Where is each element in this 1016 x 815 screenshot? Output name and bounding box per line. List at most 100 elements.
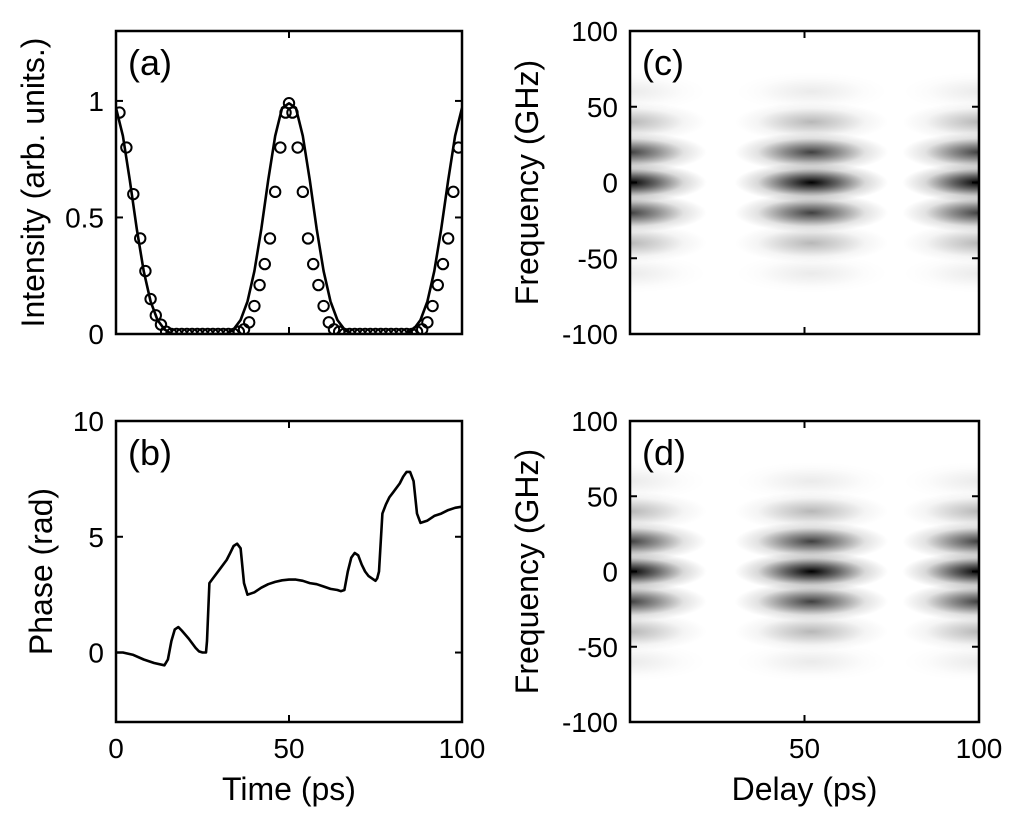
panel-label: (d): [642, 432, 686, 473]
y-tick-label: -50: [578, 632, 618, 663]
x-tick-label: 50: [789, 733, 820, 764]
y-axis-label: Intensity (arb. units.): [15, 38, 51, 328]
data-point: [296, 185, 310, 199]
heatmap-cell: [630, 102, 707, 142]
y-tick-label: 0: [602, 557, 618, 588]
data-point: [307, 257, 320, 271]
heatmap-cell: [734, 491, 889, 531]
heatmap-cell: [630, 491, 707, 531]
y-axis-label: Frequency (GHz): [509, 60, 545, 305]
data-point: [426, 299, 439, 313]
heatmap-cell: [902, 461, 979, 501]
heatmap-cell: [630, 223, 707, 263]
panel-a: 0 0.5 1 (a) Intensity (arb. units.): [15, 29, 464, 350]
y-tick-label: 0: [602, 168, 618, 199]
data-point: [248, 299, 261, 313]
heatmap: [630, 421, 979, 722]
heatmap-cell: [902, 551, 979, 592]
data-point: [120, 141, 133, 154]
y-axis-label: Phase (rad): [23, 488, 59, 655]
heatmap-cell: [734, 642, 889, 682]
data-point: [447, 185, 460, 199]
heatmap-cell: [630, 71, 707, 112]
data-point: [258, 257, 271, 271]
heatmap-cell: [902, 612, 979, 652]
data-point: [268, 185, 282, 199]
panel-label: (c): [642, 42, 684, 83]
heatmap-cell: [630, 253, 707, 294]
data-point: [116, 106, 126, 119]
heatmap-cell: [734, 521, 889, 561]
panel-c: -100 -50 0 50 100 (c) Frequency (GHz): [509, 16, 981, 350]
heatmap-cell: [902, 102, 979, 142]
y-tick-label: 100: [571, 16, 618, 47]
data-point: [421, 316, 434, 329]
y-tick-label: 0.5: [65, 202, 104, 233]
heatmap-cell: [902, 223, 979, 263]
heatmap-cell: [734, 102, 889, 142]
data-point: [441, 232, 455, 245]
data-point: [243, 316, 256, 329]
heatmap-cell: [630, 162, 707, 203]
panel-d: 50 100 -100 -50 0 50 100 (d) Frequency (GHz) Dela…: [509, 406, 1002, 807]
y-tick-label: -100: [562, 319, 618, 350]
x-tick-label: 50: [273, 733, 304, 764]
panel-label: (b): [128, 432, 172, 473]
x-tick-label: 0: [108, 733, 124, 764]
data-point: [312, 278, 325, 292]
heatmap-cell: [734, 71, 889, 112]
heatmap-cell: [630, 193, 707, 233]
heatmap-cell: [630, 132, 707, 172]
heatmap-cell: [734, 461, 889, 501]
heatmap-cell: [902, 521, 979, 561]
y-tick-label: 50: [587, 481, 618, 512]
heatmap-cell: [734, 132, 889, 172]
heatmap-cell: [734, 162, 889, 203]
series-line: [116, 102, 462, 334]
heatmap-cell: [734, 612, 889, 652]
heatmap-cell: [630, 551, 707, 592]
x-axis-label: Time (ps): [222, 771, 356, 807]
data-point: [127, 187, 140, 201]
y-tick-label: 0: [88, 638, 104, 669]
y-axis-label: Frequency (GHz): [509, 449, 545, 694]
data-point: [263, 232, 277, 245]
data-point: [286, 106, 299, 119]
panel-b: 0 50 100 0 5 10 (b) Phase (rad) Time (ps): [23, 406, 485, 807]
heatmap-cell: [902, 132, 979, 172]
data-point: [317, 299, 330, 313]
data-point: [134, 232, 147, 245]
heatmap-cell: [630, 461, 707, 501]
heatmap-cell: [630, 612, 707, 652]
data-point: [431, 278, 444, 292]
y-tick-label: 1: [88, 86, 104, 117]
y-tick-label: 5: [88, 522, 104, 553]
data-point: [327, 323, 341, 334]
y-tick-label: 50: [587, 92, 618, 123]
data-point: [139, 264, 152, 278]
y-tick-label: -50: [578, 243, 618, 274]
data-point: [436, 257, 450, 271]
heatmap-cell: [734, 551, 889, 592]
data-point: [144, 292, 157, 306]
series-line: [116, 470, 462, 667]
y-tick-label: 100: [571, 406, 618, 437]
y-tick-label: 0: [88, 319, 104, 350]
heatmap-cell: [902, 491, 979, 531]
heatmap-cell: [734, 253, 889, 294]
y-tick-label: 10: [73, 406, 104, 437]
heatmap-cell: [902, 582, 979, 622]
heatmap-cell: [902, 253, 979, 294]
y-tick-label: -100: [562, 707, 618, 738]
heatmap-cell: [630, 642, 707, 682]
heatmap: [630, 31, 979, 334]
heatmap-cell: [734, 223, 889, 263]
heatmap-cell: [902, 162, 979, 203]
data-point: [149, 309, 162, 322]
heatmap-cell: [734, 582, 889, 622]
data-point: [291, 141, 304, 154]
panel-label: (a): [128, 42, 172, 83]
x-tick-label: 100: [439, 733, 486, 764]
x-axis-label: Delay (ps): [732, 771, 878, 807]
